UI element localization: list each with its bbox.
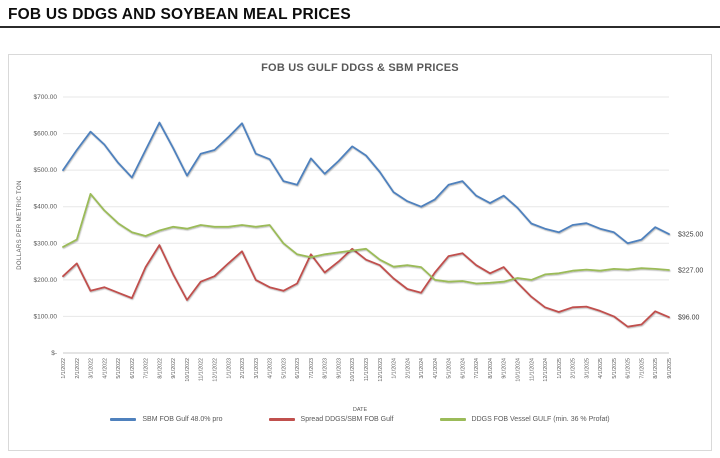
svg-text:12/1/2023: 12/1/2023 (378, 358, 384, 382)
x-axis-title: DATE (352, 407, 368, 413)
legend-label-sbm: SBM FOB Gulf 48.0% pro (142, 416, 223, 423)
svg-text:1/1/2024: 1/1/2024 (392, 358, 398, 379)
svg-text:9/1/2025: 9/1/2025 (667, 358, 673, 379)
svg-text:2/1/2024: 2/1/2024 (405, 358, 411, 379)
svg-text:7/1/2023: 7/1/2023 (309, 358, 315, 379)
sbm-line-swatch-icon (110, 418, 137, 421)
legend-item-sbm: SBM FOB Gulf 48.0% pro (110, 416, 223, 423)
svg-text:6/1/2024: 6/1/2024 (460, 358, 466, 379)
chart-container: FOB US GULF DDGS & SBM PRICES $700.00 $60… (8, 54, 712, 451)
svg-text:3/1/2024: 3/1/2024 (419, 358, 425, 379)
svg-text:8/1/2025: 8/1/2025 (653, 358, 659, 379)
svg-text:10/1/2022: 10/1/2022 (185, 358, 191, 382)
svg-text:9/1/2024: 9/1/2024 (502, 358, 508, 379)
legend-label-ddgs: DDGS FOB Vessel GULF (min. 36 % Profat) (471, 416, 610, 423)
ddgs-line-swatch-icon (439, 418, 466, 421)
svg-text:7/1/2022: 7/1/2022 (144, 358, 150, 379)
svg-text:8/1/2023: 8/1/2023 (323, 358, 329, 379)
svg-text:2/1/2023: 2/1/2023 (240, 358, 246, 379)
svg-text:$500.00: $500.00 (34, 167, 58, 174)
svg-text:4/1/2024: 4/1/2024 (433, 358, 439, 379)
svg-text:9/1/2022: 9/1/2022 (171, 358, 177, 379)
svg-text:7/1/2025: 7/1/2025 (639, 358, 645, 379)
svg-text:12/1/2024: 12/1/2024 (543, 358, 549, 382)
svg-text:3/1/2023: 3/1/2023 (254, 358, 260, 379)
svg-text:11/1/2023: 11/1/2023 (364, 358, 370, 381)
svg-text:10/1/2023: 10/1/2023 (350, 358, 356, 382)
svg-text:11/1/2024: 11/1/2024 (529, 358, 535, 381)
svg-text:DOLLARS PER METRIC TON: DOLLARS PER METRIC TON (17, 180, 23, 270)
page-title: FOB US DDGS AND SOYBEAN MEAL PRICES (0, 0, 720, 28)
svg-text:4/1/2022: 4/1/2022 (102, 358, 108, 379)
legend-item-ddgs: DDGS FOB Vessel GULF (min. 36 % Profat) (439, 416, 610, 423)
chart-title: FOB US GULF DDGS & SBM PRICES (261, 62, 459, 74)
svg-text:6/1/2025: 6/1/2025 (626, 358, 632, 379)
svg-text:$100.00: $100.00 (34, 313, 58, 320)
svg-text:3/1/2022: 3/1/2022 (89, 358, 95, 379)
svg-text:4/1/2025: 4/1/2025 (598, 358, 604, 379)
svg-text:10/1/2024: 10/1/2024 (516, 358, 522, 382)
svg-text:5/1/2025: 5/1/2025 (612, 358, 618, 379)
svg-text:5/1/2024: 5/1/2024 (447, 358, 453, 379)
svg-text:4/1/2023: 4/1/2023 (268, 358, 274, 379)
spread-line-swatch-icon (268, 418, 295, 421)
svg-text:1/1/2023: 1/1/2023 (226, 358, 232, 379)
svg-text:5/1/2023: 5/1/2023 (281, 358, 287, 379)
svg-text:$-: $- (51, 350, 57, 357)
svg-text:11/1/2022: 11/1/2022 (199, 358, 205, 381)
svg-text:8/1/2024: 8/1/2024 (488, 358, 494, 379)
chart-legend: SBM FOB Gulf 48.0% pro Spread DDGS/SBM F… (9, 416, 711, 423)
svg-text:8/1/2022: 8/1/2022 (157, 358, 163, 379)
svg-text:$400.00: $400.00 (34, 204, 58, 211)
legend-label-spread: Spread DDGS/SBM FOB Gulf (300, 416, 394, 423)
svg-text:2/1/2025: 2/1/2025 (571, 358, 577, 379)
svg-text:6/1/2023: 6/1/2023 (295, 358, 301, 379)
svg-text:$227.00: $227.00 (678, 267, 703, 274)
price-line-chart: $700.00 $600.00 $500.00 $400.00 $300.00 $200.… (17, 94, 703, 382)
svg-text:$96.00: $96.00 (678, 315, 700, 322)
svg-text:2/1/2022: 2/1/2022 (75, 358, 81, 379)
svg-text:1/1/2022: 1/1/2022 (61, 358, 67, 379)
svg-text:1/1/2025: 1/1/2025 (557, 358, 563, 379)
legend-item-spread: Spread DDGS/SBM FOB Gulf (268, 416, 394, 423)
svg-text:6/1/2022: 6/1/2022 (130, 358, 136, 379)
svg-text:$600.00: $600.00 (34, 131, 58, 138)
svg-text:3/1/2025: 3/1/2025 (584, 358, 590, 379)
svg-text:7/1/2024: 7/1/2024 (474, 358, 480, 379)
svg-text:$325.00: $325.00 (678, 232, 703, 239)
svg-text:$300.00: $300.00 (34, 240, 58, 247)
svg-text:5/1/2022: 5/1/2022 (116, 358, 122, 379)
svg-text:$700.00: $700.00 (34, 94, 58, 101)
svg-text:9/1/2023: 9/1/2023 (336, 358, 342, 379)
svg-text:$200.00: $200.00 (34, 277, 58, 284)
svg-text:12/1/2022: 12/1/2022 (213, 358, 219, 382)
